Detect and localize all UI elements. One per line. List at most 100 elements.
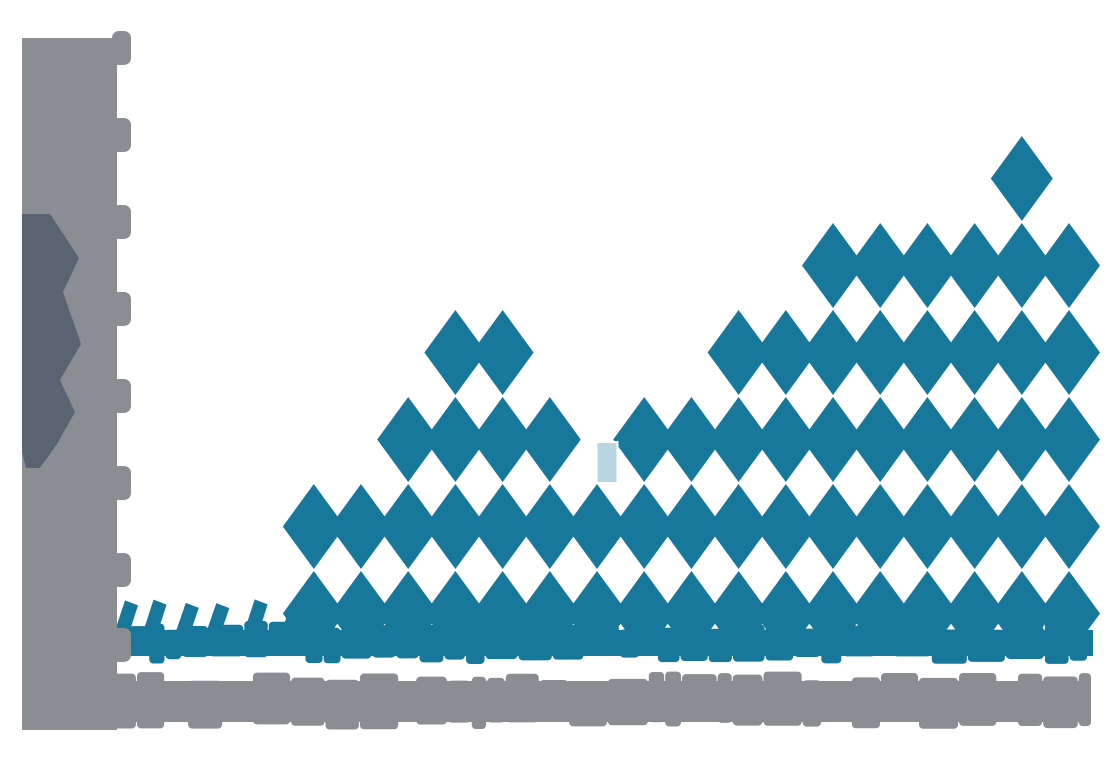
diamond-marker xyxy=(990,484,1053,569)
diamond-marker xyxy=(424,310,487,395)
caption-blob-segment xyxy=(359,673,399,730)
diamond-marker xyxy=(990,397,1053,482)
diamond-marker xyxy=(471,571,534,656)
caption-blob-segment xyxy=(136,672,165,729)
caption-blob-segment xyxy=(665,671,681,727)
diamond-marker xyxy=(1038,484,1100,569)
caption-blob-segment xyxy=(539,679,569,722)
diamond-marker xyxy=(896,310,959,395)
diamond-marker xyxy=(990,571,1053,656)
y-tick-label-bump xyxy=(112,466,131,500)
caption-blob-segment xyxy=(607,678,648,726)
x-label-spike xyxy=(136,599,167,652)
x-label-spike xyxy=(168,602,199,652)
caption-blob-segment xyxy=(732,674,763,726)
x-label-blob-segment xyxy=(794,628,821,658)
y-tick-label-bump xyxy=(112,31,131,65)
caption-blob-segment xyxy=(763,671,802,726)
diamond-marker xyxy=(424,571,487,656)
diamond-marker xyxy=(330,484,392,569)
diamond-marker xyxy=(802,571,864,656)
diamond-marker xyxy=(896,223,959,308)
diamond-marker xyxy=(377,571,440,656)
y-tick-label-bump xyxy=(112,292,131,326)
y-tick-label-bump xyxy=(112,379,131,413)
diamond-marker xyxy=(802,223,864,308)
diamond-marker xyxy=(896,484,959,569)
diamond-marker xyxy=(566,484,628,569)
diamond-marker xyxy=(849,571,912,656)
diamond-marker xyxy=(943,571,1006,656)
diamond-marker xyxy=(282,484,345,569)
diamond-marker xyxy=(330,571,392,656)
diamond-marker xyxy=(943,223,1006,308)
caption-blob-segment xyxy=(447,680,471,723)
x-label-spike xyxy=(199,603,230,652)
y-tick-label-bump xyxy=(112,118,131,152)
caption-blob-segment xyxy=(505,673,539,723)
caption-source-blob xyxy=(25,671,1091,730)
caption-blob-segment xyxy=(648,671,665,723)
diamond-marker xyxy=(707,310,770,395)
diamond-marker xyxy=(1038,571,1100,656)
diamond-marker xyxy=(849,310,912,395)
caption-blob-segment xyxy=(569,680,607,727)
diamond-marker xyxy=(566,571,628,656)
y-title-wedge xyxy=(22,214,81,468)
diamond-marker xyxy=(471,397,534,482)
diamond-marker xyxy=(849,223,912,308)
x-label-blob-segment xyxy=(931,629,967,664)
caption-blob-segment xyxy=(919,677,959,729)
diamond-marker xyxy=(377,484,440,569)
x-label-blob-segment xyxy=(419,624,444,663)
diamond-marker xyxy=(1038,310,1100,395)
diamond-marker xyxy=(943,310,1006,395)
diamond-marker xyxy=(424,484,487,569)
caption-blob-segment xyxy=(1017,673,1043,727)
diamond-marker xyxy=(943,484,1006,569)
diamond-marker xyxy=(943,397,1006,482)
caption-blob-segment xyxy=(487,677,505,723)
diamond-marker xyxy=(754,397,817,482)
diamond-marker xyxy=(518,397,581,482)
caption-blob-segment xyxy=(717,673,732,723)
caption-blob-segment xyxy=(291,677,325,726)
y-tick-label-bump xyxy=(112,205,131,239)
diamond-marker xyxy=(802,310,864,395)
caption-blob-segment xyxy=(325,679,359,730)
diamond-marker xyxy=(754,310,817,395)
diamond-marker xyxy=(754,571,817,656)
x-label-blob-segment xyxy=(657,627,680,663)
caption-blob-segment xyxy=(802,680,822,727)
diamond-marker xyxy=(424,397,487,482)
highlight-bar xyxy=(595,441,619,484)
diamond-marker xyxy=(613,571,676,656)
diamond-marker xyxy=(896,571,959,656)
caption-blob-segment xyxy=(188,680,223,729)
diamond-marker-stacks xyxy=(282,136,1100,656)
y-tick-label-bump xyxy=(112,628,131,662)
caption-blob-segment xyxy=(881,672,919,722)
caption-blob-segment xyxy=(1078,673,1091,727)
caption-blob-segment xyxy=(681,674,717,722)
diamond-marker xyxy=(990,310,1053,395)
diamond-marker xyxy=(518,484,581,569)
diamond-marker xyxy=(471,310,534,395)
diamond-marker xyxy=(613,484,676,569)
y-axis-title-blob xyxy=(22,214,81,468)
diamond-marker xyxy=(518,571,581,656)
caption-blob-segment xyxy=(1043,676,1078,729)
x-label-spike xyxy=(237,599,268,652)
diamond-marker xyxy=(990,136,1053,221)
diamond-marker xyxy=(849,397,912,482)
diamond-marker xyxy=(802,484,864,569)
highlight-bar-rect xyxy=(595,441,619,484)
diamond-marker xyxy=(990,223,1053,308)
diamond-marker xyxy=(613,397,676,482)
diamond-marker xyxy=(1038,223,1100,308)
diamond-marker xyxy=(707,571,770,656)
diamond-marker xyxy=(660,484,723,569)
caption-blob-segment xyxy=(252,672,291,725)
